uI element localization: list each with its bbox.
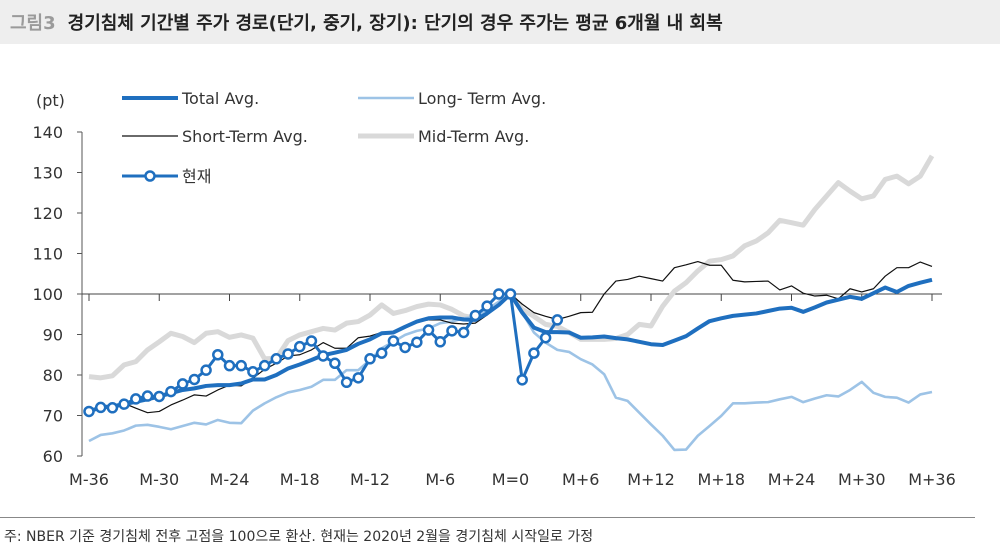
data-point <box>539 331 552 344</box>
data-point <box>504 288 517 300</box>
data-point <box>282 348 294 360</box>
data-point <box>270 353 283 365</box>
data-point <box>422 324 435 336</box>
y-tick-label: 60 <box>43 447 63 466</box>
data-point <box>375 347 388 359</box>
data-point <box>481 300 493 312</box>
data-point <box>305 335 318 347</box>
data-point <box>83 405 95 418</box>
data-point <box>153 390 165 403</box>
data-point <box>352 372 365 384</box>
y-tick-label: 110 <box>32 245 63 264</box>
data-point <box>528 347 540 359</box>
data-point <box>94 401 107 414</box>
data-point <box>551 314 564 326</box>
data-point <box>493 288 505 300</box>
data-point <box>188 373 201 386</box>
x-tick-label: M+36 <box>908 470 956 489</box>
series-line-long-term-avg- <box>88 292 933 452</box>
data-point <box>387 335 400 347</box>
data-point <box>141 390 154 402</box>
series-line-short-term-avg- <box>88 261 933 414</box>
data-point <box>469 309 482 322</box>
y-tick-label: 70 <box>43 407 63 426</box>
x-tick-label: M-6 <box>425 470 455 489</box>
x-tick-label: M+30 <box>838 470 886 489</box>
legend-label: Total Avg. <box>181 89 259 108</box>
x-tick-label: M-12 <box>350 470 390 489</box>
legend-label: Short-Term Avg. <box>182 127 308 146</box>
x-tick-label: M-36 <box>69 470 109 489</box>
data-point <box>434 336 446 348</box>
data-point <box>130 393 142 405</box>
data-point <box>340 376 353 389</box>
y-axis-unit: (pt) <box>36 91 65 110</box>
title-bar: 그림3 경기침체 기간별 주가 경로(단기, 중기, 장기): 단기의 경우 주… <box>0 0 1000 44</box>
figure-label: 그림3 <box>10 13 56 34</box>
data-point <box>247 366 259 378</box>
data-point <box>212 349 224 361</box>
data-point <box>294 340 306 353</box>
data-point <box>223 359 236 372</box>
chart-title: 경기침체 기간별 주가 경로(단기, 중기, 장기): 단기의 경우 주가는 평… <box>67 13 723 34</box>
x-tick-label: M+24 <box>768 470 816 489</box>
data-point <box>235 359 247 372</box>
data-point <box>118 398 130 410</box>
data-point <box>200 364 212 376</box>
x-tick-label: M+6 <box>562 470 599 489</box>
data-point <box>399 341 411 354</box>
footnote-divider <box>0 517 975 518</box>
x-tick-label: M-24 <box>210 470 250 489</box>
footnote: 주: NBER 기준 경기침체 전후 고점을 100으로 환산. 현재는 202… <box>4 529 594 545</box>
data-point <box>106 402 119 414</box>
line-chart: 60 70 80 90 100 110 120 130 140 (pt) M-36 M-30 M-24 M… <box>32 89 956 489</box>
legend-marker <box>144 170 156 182</box>
x-tick-label: M-18 <box>280 470 320 489</box>
data-point <box>457 326 470 339</box>
y-tick-label: 130 <box>32 164 63 183</box>
x-tick-label: M-30 <box>139 470 179 489</box>
y-tick-label: 90 <box>43 326 63 345</box>
legend-label: Mid-Term Avg. <box>418 127 529 146</box>
data-point <box>364 353 376 365</box>
y-tick-label: 140 <box>32 123 63 142</box>
data-point <box>258 359 271 372</box>
x-tick-label: M+12 <box>627 470 675 489</box>
series-line-mid-term-avg- <box>88 154 935 381</box>
data-point <box>516 374 528 386</box>
data-point <box>317 350 329 362</box>
y-tick-label: 100 <box>32 285 63 304</box>
legend-label: 현재 <box>182 167 211 186</box>
data-point <box>176 378 189 390</box>
x-tick-label: M+18 <box>697 470 745 489</box>
data-point <box>165 385 177 398</box>
y-tick-label: 80 <box>43 366 63 385</box>
x-tick-label: M=0 <box>492 470 529 489</box>
data-point <box>446 325 458 337</box>
data-point <box>329 357 341 370</box>
data-point <box>411 336 423 348</box>
legend-label: Long- Term Avg. <box>418 89 546 108</box>
y-tick-label: 120 <box>32 204 63 223</box>
